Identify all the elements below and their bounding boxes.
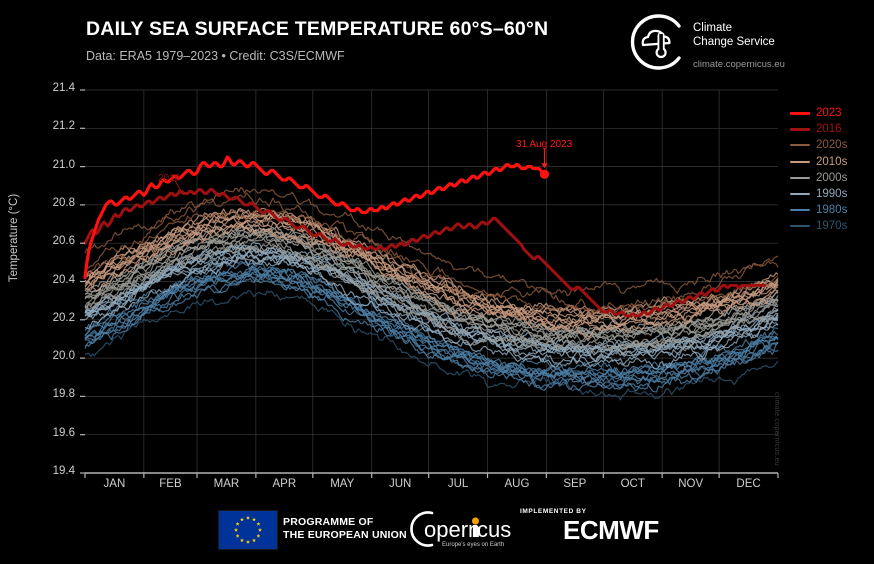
legend-label: 2016: [816, 123, 842, 136]
x-tick-label: JUN: [388, 478, 412, 490]
eu-programme-label: PROGRAMME OF THE EUROPEAN UNION: [283, 516, 407, 542]
legend-label: 2010s: [816, 155, 848, 168]
legend-swatch-icon: [790, 176, 810, 179]
legend-label: 1990s: [816, 188, 848, 201]
legend-label: 1970s: [816, 220, 848, 233]
legend-swatch-icon: [790, 111, 810, 115]
x-tick-label: MAY: [330, 478, 355, 490]
legend-swatch-icon: [790, 144, 810, 147]
copernicus-tagline: Europe's eyes on Earth: [442, 542, 504, 548]
y-tick-label: 19.8: [52, 388, 75, 401]
eu-line-2: THE EUROPEAN UNION: [283, 529, 407, 541]
page-title: DAILY SEA SURFACE TEMPERATURE 60°S–60°N: [86, 18, 549, 40]
x-tick-label: NOV: [678, 478, 704, 490]
legend-label: 2023: [816, 107, 842, 120]
copernicus-logo-icon: opern cus Europe's eyes on Earth: [410, 511, 511, 548]
chart-legend: 2023 2016 2020s 2010s 2000s 1990s 1980s 1970s: [790, 105, 872, 235]
svg-text:opern: opern: [424, 517, 480, 542]
legend-item-2010s[interactable]: 2010s: [790, 154, 872, 170]
footer: PROGRAMME OF THE EUROPEAN UNION opern cu…: [0, 500, 874, 556]
legend-item-1970s[interactable]: 1970s: [790, 218, 872, 234]
y-tick-label: 19.4: [52, 465, 75, 477]
y-tick-label: 21.4: [52, 82, 75, 94]
brand-name: Climate Change Service: [693, 22, 775, 49]
x-tick-label: OCT: [620, 478, 645, 490]
x-tick-label: JAN: [103, 478, 126, 490]
legend-swatch-icon: [790, 127, 810, 131]
ecmwf-wordmark: ECMWF: [563, 515, 659, 545]
page-subtitle: Data: ERA5 1979–2023 • Credit: C3S/ECMWF: [86, 49, 345, 63]
x-tick-label: JUL: [447, 478, 469, 490]
y-tick-label: 20.2: [52, 311, 75, 324]
ecmwf-mark-icon: [529, 521, 553, 541]
legend-item-2000s[interactable]: 2000s: [790, 170, 872, 186]
legend-swatch-icon: [790, 193, 810, 196]
y-tick-label: 20.0: [52, 350, 75, 363]
x-tick-label: SEP: [563, 478, 587, 490]
legend-swatch-icon: [790, 160, 810, 163]
x-tick-label: MAR: [213, 478, 240, 490]
brand-line-1: Climate: [693, 22, 732, 34]
legend-item-1980s[interactable]: 1980s: [790, 202, 872, 218]
y-tick-label: 21.2: [52, 120, 75, 133]
legend-label: 1980s: [816, 204, 848, 217]
legend-item-2023[interactable]: 2023: [790, 105, 872, 121]
year-2016-annotation: 2016: [158, 173, 181, 184]
legend-swatch-icon: [790, 225, 810, 228]
end-point-annotation: 31 Aug 2023: [516, 139, 573, 150]
legend-item-1990s[interactable]: 1990s: [790, 186, 872, 202]
y-tick-label: 20.8: [52, 196, 75, 209]
brand-line-2: Change Service: [693, 35, 775, 48]
legend-label: 2020s: [816, 139, 848, 152]
implemented-by-label: IMPLEMENTED BY: [520, 508, 587, 515]
eu-flag-icon: [218, 510, 278, 550]
x-tick-label: DEC: [736, 478, 761, 490]
climate-change-service-logo-icon: [630, 14, 681, 70]
y-tick-label: 20.4: [52, 273, 75, 286]
c3s-brand: Climate Change Service climate.copernicu…: [627, 12, 867, 74]
watermark-text: climate.copernicus.eu: [773, 392, 780, 466]
legend-item-2016[interactable]: 2016: [790, 121, 872, 137]
ecmwf-logo: IMPLEMENTED BY ECMWF: [520, 508, 660, 550]
x-tick-label: FEB: [159, 478, 182, 490]
y-tick-label: 20.6: [52, 235, 75, 248]
y-tick-label: 19.6: [52, 426, 75, 439]
legend-item-2020s[interactable]: 2020s: [790, 137, 872, 153]
brand-url: climate.copernicus.eu: [693, 59, 785, 70]
x-tick-label: AUG: [504, 478, 530, 490]
eu-line-1: PROGRAMME OF: [283, 516, 374, 528]
x-tick-label: APR: [272, 478, 297, 490]
legend-label: 2000s: [816, 171, 848, 184]
svg-text:cus: cus: [477, 517, 511, 542]
legend-swatch-icon: [790, 209, 810, 212]
y-tick-label: 21.0: [52, 158, 75, 171]
